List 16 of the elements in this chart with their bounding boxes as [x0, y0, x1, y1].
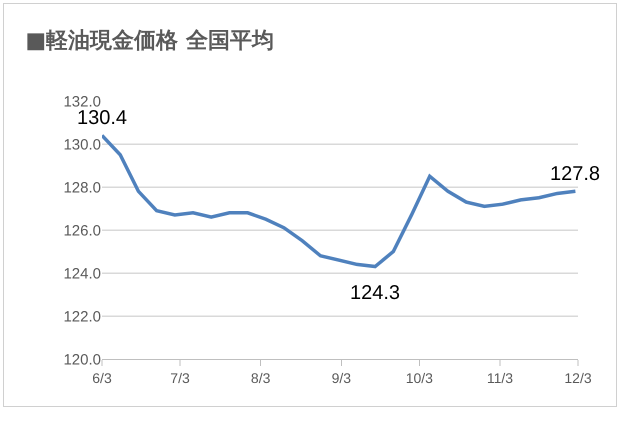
- x-tick-label: 9/3: [332, 370, 352, 386]
- annotation: 127.8: [550, 163, 600, 185]
- chart-title: ■軽油現金価格 全国平均: [25, 28, 274, 54]
- y-tick-label: 120.0: [63, 351, 101, 368]
- annotation: 124.3: [350, 282, 400, 304]
- y-tick-label: 130.0: [63, 136, 101, 154]
- y-tick-label: 128.0: [63, 179, 101, 196]
- x-tick-label: 12/3: [564, 370, 592, 386]
- y-tick-label: 126.0: [63, 222, 101, 240]
- x-tick-label: 10/3: [406, 370, 434, 386]
- y-tick-label: 124.0: [63, 265, 101, 282]
- y-tick-label: 122.0: [63, 308, 101, 326]
- x-tick-label: 8/3: [250, 370, 271, 386]
- x-tick-label: 6/3: [92, 370, 112, 386]
- x-tick-label: 7/3: [170, 370, 190, 386]
- x-tick-label: 11/3: [486, 370, 514, 386]
